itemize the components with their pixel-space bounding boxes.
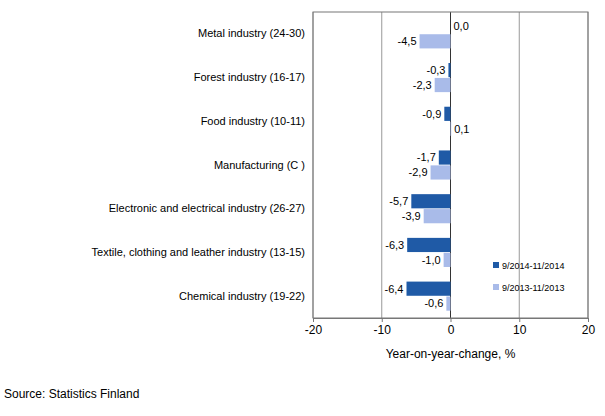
bar xyxy=(444,253,451,267)
tick-label: -20 xyxy=(305,323,323,337)
bar xyxy=(450,122,452,136)
tick: Chemical industry (19-22) xyxy=(179,290,313,302)
bar xyxy=(435,78,451,92)
plot-frame xyxy=(313,12,588,318)
data-label: 0,1 xyxy=(454,123,469,135)
bar xyxy=(420,34,451,48)
plot: 0,0 -0,3 -0,9 -1,7 -5,7 -6,3 -6,4 -4,5 -2,3 0,1 -2… xyxy=(92,12,596,337)
tick: Metal industry (24-30) xyxy=(198,27,313,39)
category-label: Food industry (10-11) xyxy=(201,115,305,127)
bar xyxy=(444,107,450,121)
data-label: -1,0 xyxy=(422,254,441,266)
tick-label: 0 xyxy=(448,323,455,337)
tick: Food industry (10-11) xyxy=(201,115,313,127)
x-axis-line xyxy=(314,319,589,323)
tick: 20 xyxy=(582,318,596,337)
bar xyxy=(407,282,451,296)
tick: Electronic and electrical industry (26-2… xyxy=(109,202,313,214)
category-label: Forest industry (16-17) xyxy=(194,71,305,83)
category-label: Manufacturing (C ) xyxy=(214,159,305,171)
annotation: Source: Statistics Finland xyxy=(4,387,139,401)
bar xyxy=(424,209,451,223)
bar xyxy=(450,19,451,33)
grid xyxy=(313,12,588,318)
tick: Forest industry (16-17) xyxy=(194,71,313,83)
x-axis-title: Year-on-year-change, % xyxy=(386,347,516,361)
grid-line xyxy=(450,12,451,318)
tick-mark xyxy=(588,318,589,322)
legend-label: 9/2014-11/2014 xyxy=(502,261,564,271)
data-label: -0,6 xyxy=(424,297,443,309)
tick: 0 xyxy=(448,318,455,337)
grid-line xyxy=(381,12,382,318)
tick-label: -10 xyxy=(374,323,392,337)
tick: -20 xyxy=(305,318,323,337)
data-label: -2,9 xyxy=(409,166,428,178)
bar xyxy=(407,238,450,252)
data-label: -1,7 xyxy=(417,151,436,163)
legend-item: 9/2013-11/2013 xyxy=(493,283,564,293)
bar xyxy=(439,150,451,164)
bar xyxy=(431,165,451,179)
legend-swatch xyxy=(493,262,499,268)
tick: -10 xyxy=(374,318,392,337)
bar xyxy=(446,297,450,311)
bars xyxy=(407,34,452,310)
category-label: Metal industry (24-30) xyxy=(198,27,305,39)
category-label: Textile, clothing and leather industry (… xyxy=(92,246,305,258)
category-label: Chemical industry (19-22) xyxy=(179,290,305,302)
data-label: 0,0 xyxy=(454,20,469,32)
chart: 0,0 -0,3 -0,9 -1,7 -5,7 -6,3 -6,4 -4,5 -2,3 0,1 -2… xyxy=(0,0,605,416)
legend: 9/2014-11/2014 9/2013-11/2013 xyxy=(493,261,564,293)
legend-item: 9/2014-11/2014 xyxy=(493,261,564,271)
legend-label: 9/2013-11/2013 xyxy=(502,283,564,293)
data-label: -6,4 xyxy=(385,283,404,295)
tick-mark xyxy=(519,318,520,322)
data-label: -3,9 xyxy=(402,210,421,222)
bar xyxy=(448,63,450,77)
tick: 10 xyxy=(513,318,527,337)
x-axis: -20 -10 0 10 20 xyxy=(305,318,596,337)
grid-line xyxy=(519,12,520,318)
data-label: -0,3 xyxy=(426,64,445,76)
category-label: Electronic and electrical industry (26-2… xyxy=(109,202,305,214)
bar xyxy=(411,194,450,208)
tick: Manufacturing (C ) xyxy=(214,159,313,171)
y-axis: Metal industry (24-30) Forest industry (1… xyxy=(92,27,313,301)
data-label: -0,9 xyxy=(422,108,441,120)
tick-mark xyxy=(451,318,452,322)
data-label: -2,3 xyxy=(413,79,432,91)
data-label: -5,7 xyxy=(389,195,408,207)
tick-label: 20 xyxy=(582,323,596,337)
data-label: -6,3 xyxy=(385,239,404,251)
tick-mark xyxy=(313,318,314,322)
tick-mark xyxy=(382,318,383,322)
tick-label: 10 xyxy=(513,323,527,337)
data-label: -4,5 xyxy=(398,35,417,47)
data-labels: 0,0 -0,3 -0,9 -1,7 -5,7 -6,3 -6,4 -4,5 -2,3 0,1 -2… xyxy=(385,20,470,309)
tick: Textile, clothing and leather industry (… xyxy=(92,246,313,258)
legend-swatch xyxy=(493,284,499,290)
